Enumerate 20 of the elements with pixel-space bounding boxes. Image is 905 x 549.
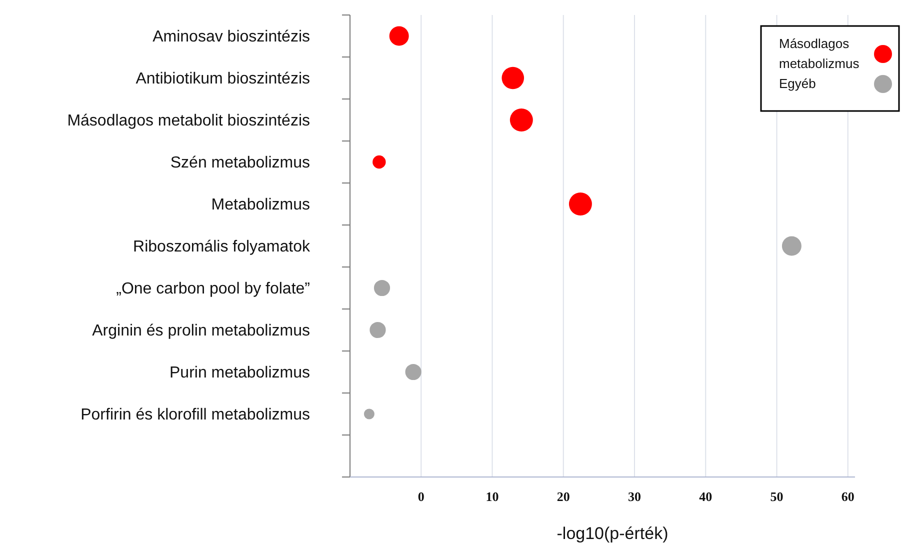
y-tick-label: Aminosav bioszintézis [152,28,310,46]
x-tick-label: 50 [770,489,784,504]
y-tick-label: Szén metabolizmus [170,154,310,172]
y-tick-label: Metabolizmus [211,196,310,214]
text: Egyéb [779,76,816,91]
y-tick-label: „One carbon pool by folate” [116,280,310,298]
y-tick-label: Porfirin és klorofill metabolizmus [80,406,310,424]
y-tick-label: Riboszomális folyamatok [133,238,311,256]
x-tick-label: 20 [556,489,570,504]
x-tick-label: 30 [628,489,642,504]
y-tick-label: Antibiotikum bioszintézis [136,70,310,88]
y-tick-label: Arginin és prolin metabolizmus [92,322,310,340]
y-tick-label: Másodlagos metabolit bioszintézis [67,112,310,130]
x-tick-label: 60 [841,489,854,504]
x-tick-label: 0 [418,489,424,504]
legend-label: Másodlagos metabolizmus [779,36,860,71]
y-tick-label: Purin metabolizmus [170,364,310,382]
x-tick-label: 10 [486,489,499,504]
x-axis-title: -log10(p-érték) [556,524,668,543]
x-tick-label: 40 [699,489,712,504]
